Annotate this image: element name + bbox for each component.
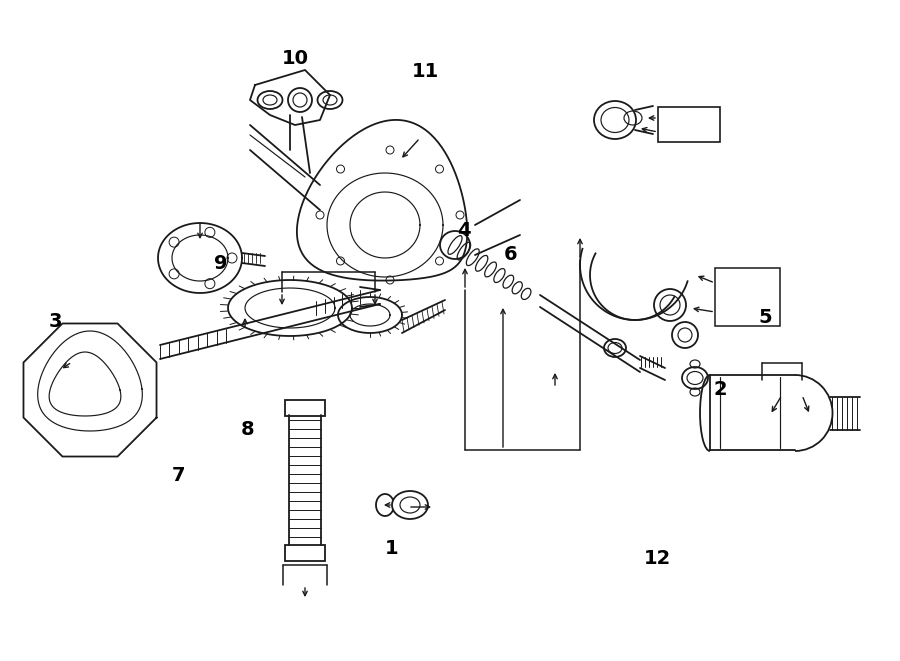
Text: 12: 12 xyxy=(644,549,670,568)
Text: 11: 11 xyxy=(412,62,439,81)
Text: 4: 4 xyxy=(456,221,471,239)
Text: 3: 3 xyxy=(49,313,62,331)
Text: 2: 2 xyxy=(713,381,727,399)
Text: 1: 1 xyxy=(384,539,399,558)
Text: 10: 10 xyxy=(282,49,309,67)
Bar xyxy=(285,545,325,561)
Text: 9: 9 xyxy=(214,254,227,272)
Text: 5: 5 xyxy=(758,308,772,327)
Bar xyxy=(658,107,720,142)
Text: 6: 6 xyxy=(503,245,517,264)
Text: 7: 7 xyxy=(172,467,185,485)
Bar xyxy=(285,400,325,416)
Text: 8: 8 xyxy=(240,420,255,439)
Bar xyxy=(715,268,780,326)
